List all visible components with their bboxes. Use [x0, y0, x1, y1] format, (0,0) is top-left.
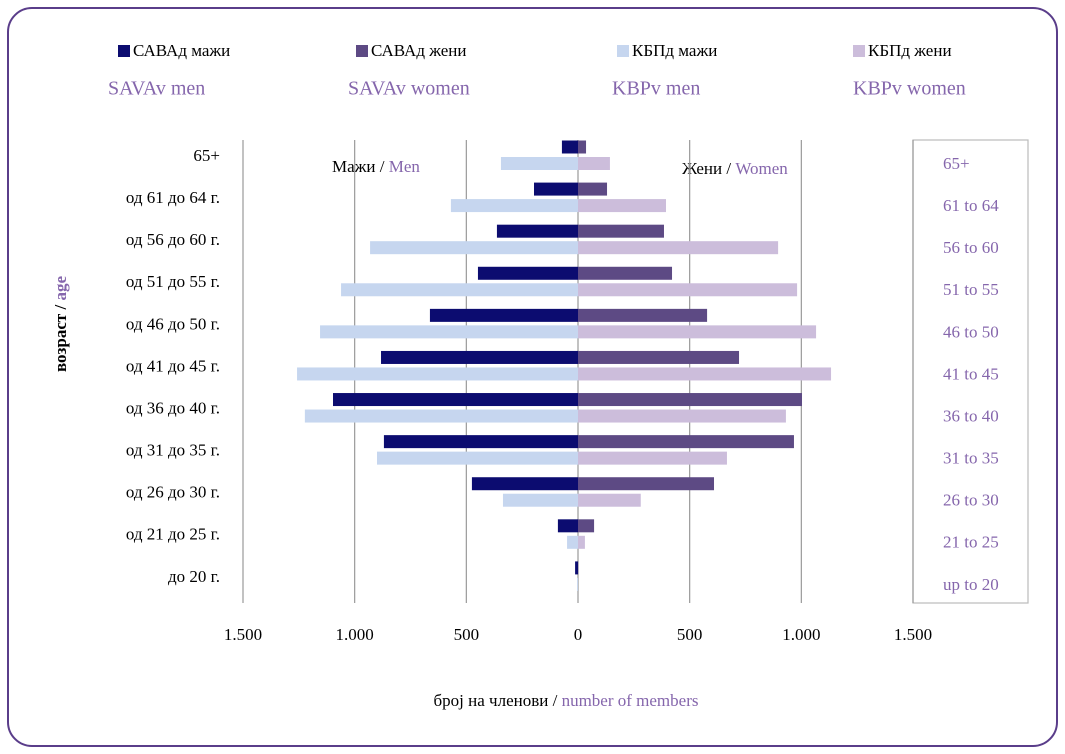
x-tick-label: 1.000 [782, 625, 820, 644]
y-tick-label: од 36 до 40 г. [126, 398, 220, 417]
y-tick-label-en: 41 to 45 [943, 364, 999, 383]
bar [297, 367, 578, 381]
bar [381, 350, 578, 364]
legend-label-en: SAVAv women [348, 78, 470, 100]
y-tick-label: од 56 до 60 г. [126, 230, 220, 249]
bar [578, 519, 595, 533]
x-tick-label: 500 [454, 625, 480, 644]
bar [496, 224, 578, 238]
legend-swatch [853, 45, 865, 57]
bar [534, 182, 578, 196]
y-tick-label-en: 21 to 25 [943, 533, 999, 552]
bar [578, 325, 817, 339]
y-tick-label: од 61 до 64 г. [126, 188, 220, 207]
y-tick-label: 65+ [193, 146, 220, 165]
bar [429, 308, 578, 322]
legend-label-en: KBPv women [853, 78, 966, 100]
legend-swatch [356, 45, 368, 57]
x-axis-title: број на членови / number of members [434, 691, 699, 710]
annotation: Мажи / Men [332, 157, 420, 176]
y-tick-label: од 51 до 55 г. [126, 272, 220, 291]
x-tick-label: 1.000 [336, 625, 374, 644]
bar [578, 224, 664, 238]
bar [578, 409, 786, 423]
bar [578, 266, 673, 280]
bar [304, 409, 578, 423]
y-tick-label-en: 51 to 55 [943, 280, 999, 299]
bar [577, 577, 578, 591]
y-tick-label: до 20 г. [168, 567, 220, 586]
bar [450, 199, 578, 213]
bar [578, 451, 727, 465]
x-tick-label: 500 [677, 625, 703, 644]
bar [578, 283, 798, 297]
y-tick-label-en: 65+ [943, 154, 970, 173]
bar [320, 325, 578, 339]
bar [578, 477, 715, 491]
legend-label-en: SAVAv men [108, 78, 205, 100]
legend-label-en: KBPv men [612, 78, 700, 100]
y-tick-label: од 26 до 30 г. [126, 483, 220, 502]
bar [370, 241, 578, 255]
bar [578, 241, 779, 255]
y-tick-label: од 41 до 45 г. [126, 356, 220, 375]
bar [578, 393, 803, 407]
bar [377, 451, 578, 465]
bar [578, 308, 708, 322]
y-tick-label-en: 31 to 35 [943, 449, 999, 468]
bar [471, 477, 578, 491]
bar [383, 435, 578, 449]
bar [575, 561, 578, 575]
bar [578, 182, 608, 196]
y-tick-label: од 31 до 35 г. [126, 441, 220, 460]
bar [557, 519, 578, 533]
bar [477, 266, 578, 280]
bar [567, 535, 578, 549]
y-axis-title: возраст / age [51, 276, 70, 372]
bar [341, 283, 578, 297]
legend-swatch [118, 45, 130, 57]
y-tick-label-en: 61 to 64 [943, 196, 999, 215]
frame [7, 7, 1058, 747]
bar [578, 535, 585, 549]
x-tick-label: 1.500 [224, 625, 262, 644]
bar [500, 157, 578, 170]
y-tick-label-en: 26 to 30 [943, 491, 999, 510]
legend-swatch [617, 45, 629, 57]
legend-label: КБПд мажи [632, 41, 717, 60]
bar [578, 435, 794, 449]
bar [578, 493, 641, 507]
legend-label: САВАд мажи [133, 41, 230, 60]
bar [561, 140, 578, 154]
y-tick-label-en: up to 20 [943, 575, 999, 594]
bar [578, 199, 666, 213]
y-tick-label: од 21 до 25 г. [126, 525, 220, 544]
bar [578, 350, 740, 364]
x-tick-label: 1.500 [894, 625, 932, 644]
bar [578, 140, 587, 154]
bar [578, 367, 832, 381]
annotation: Жени / Women [682, 159, 788, 178]
y-tick-label: од 46 до 50 г. [126, 314, 220, 333]
legend-label: САВАд жени [371, 41, 466, 60]
bar [333, 393, 578, 407]
y-tick-label-en: 36 to 40 [943, 406, 999, 425]
y-tick-label-en: 46 to 50 [943, 322, 999, 341]
bar [502, 493, 578, 507]
legend-label: КБПд жени [868, 41, 952, 60]
bar [578, 157, 610, 170]
x-tick-label: 0 [574, 625, 583, 644]
y-tick-label-en: 56 to 60 [943, 238, 999, 257]
